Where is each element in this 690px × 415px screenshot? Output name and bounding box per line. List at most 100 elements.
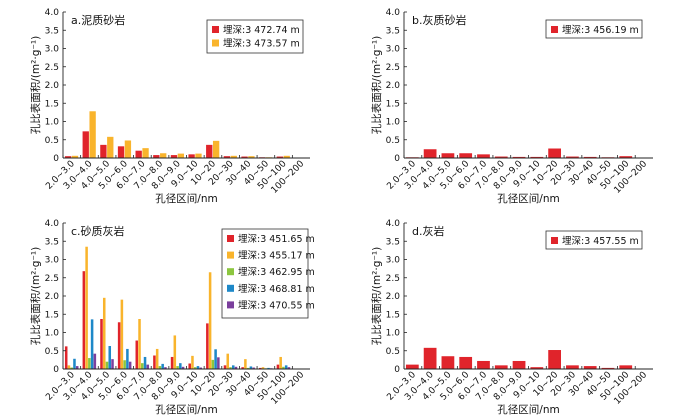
- x-axis-title: 孔径区间/nm: [155, 192, 217, 205]
- x-axis-title: 孔径区间/nm: [155, 403, 217, 415]
- bar: [208, 272, 212, 369]
- y-tick-label: 3.0: [386, 45, 401, 55]
- bar: [276, 364, 280, 369]
- bar: [158, 366, 162, 369]
- bar: [135, 150, 142, 158]
- bar: [64, 346, 68, 369]
- bar: [173, 335, 177, 369]
- y-tick-label: 2.5: [386, 63, 400, 73]
- y-tick-label: 4.0: [386, 8, 401, 18]
- bar: [82, 271, 86, 369]
- bar: [583, 156, 597, 158]
- bar: [459, 153, 473, 158]
- panel-b: 00.51.01.52.02.53.03.54.02.0~3.03.0~4.04…: [370, 8, 653, 205]
- legend-label: 埋深:3 451.65 m: [238, 234, 315, 245]
- panel-a: 00.51.01.52.02.53.03.54.02.0~3.03.0~4.04…: [29, 8, 310, 205]
- bar: [283, 155, 290, 158]
- bar: [196, 366, 200, 369]
- bar: [530, 156, 544, 158]
- y-axis-title: 孔比表面积/(m²·g⁻¹): [29, 247, 42, 345]
- bar: [141, 363, 144, 369]
- bar: [71, 155, 79, 158]
- bar: [90, 319, 94, 369]
- bar: [601, 367, 615, 369]
- y-tick-label: 1.0: [386, 329, 401, 339]
- bar: [70, 367, 73, 369]
- y-tick-label: 3.5: [45, 237, 59, 247]
- bar: [619, 156, 633, 158]
- y-tick-label: 0: [53, 365, 59, 375]
- bar: [279, 356, 282, 369]
- bar: [259, 367, 262, 369]
- bar: [441, 153, 455, 158]
- bar: [282, 366, 285, 369]
- bar: [64, 156, 72, 158]
- legend-box: [221, 228, 309, 319]
- y-tick-label: 3.0: [386, 256, 401, 266]
- y-tick-label: 0.5: [45, 136, 59, 146]
- bar: [105, 361, 109, 369]
- y-tick-label: 1.5: [386, 99, 400, 109]
- bar: [164, 367, 167, 369]
- legend-label: 埋深:3 473.57 m: [223, 39, 300, 50]
- bar: [566, 365, 579, 369]
- bar: [75, 366, 79, 369]
- bar: [170, 356, 174, 369]
- bar: [249, 366, 253, 369]
- bar: [107, 136, 114, 158]
- legend-swatch: [551, 237, 558, 244]
- y-axis-title: 孔比表面积/(m²·g⁻¹): [370, 247, 383, 345]
- bar: [181, 366, 185, 369]
- bar: [100, 144, 107, 158]
- bar: [195, 153, 202, 158]
- panel-title: a.泥质砂岩: [71, 13, 125, 27]
- legend-swatch: [227, 235, 234, 242]
- y-tick-label: 2.5: [45, 274, 59, 284]
- y-tick-label: 2.0: [386, 81, 401, 91]
- bar: [619, 365, 633, 369]
- bar: [120, 299, 124, 369]
- bar: [100, 319, 103, 369]
- y-tick-label: 0.5: [45, 347, 59, 357]
- panel-title: d.灰岩: [412, 224, 444, 238]
- y-tick-label: 1.0: [386, 118, 401, 128]
- bar: [188, 154, 195, 158]
- legend: 埋深:3 457.55 m: [545, 230, 643, 250]
- bar: [142, 148, 149, 158]
- bar: [241, 156, 248, 158]
- bar: [153, 355, 156, 369]
- legend-box: [206, 19, 304, 54]
- y-tick-label: 3.5: [386, 26, 400, 36]
- y-tick-label: 0: [394, 365, 400, 375]
- bar: [226, 353, 230, 369]
- bar: [512, 156, 526, 158]
- legend-label: 埋深:3 455.17 m: [238, 251, 315, 262]
- bar: [155, 348, 159, 369]
- bar: [423, 149, 437, 158]
- y-tick-label: 2.0: [386, 292, 401, 302]
- bar: [223, 365, 227, 369]
- bar: [477, 154, 490, 158]
- bar: [494, 156, 508, 158]
- bar: [229, 367, 232, 369]
- legend-swatch: [212, 26, 219, 33]
- bar: [193, 367, 197, 369]
- legend-label: 埋深:3 456.19 m: [562, 25, 639, 36]
- bar: [82, 131, 89, 158]
- legend-label: 埋深:3 457.55 m: [562, 236, 639, 247]
- legend-label: 埋深:3 468.81 m: [238, 284, 315, 295]
- bar: [441, 356, 455, 369]
- bar: [93, 353, 97, 369]
- y-axis-title: 孔比表面积/(m²·g⁻¹): [370, 36, 383, 134]
- y-tick-label: 4.0: [45, 219, 60, 229]
- bar: [423, 347, 437, 369]
- panel-c: 00.51.01.52.02.53.03.54.02.0~3.03.0~4.04…: [29, 219, 315, 415]
- bar: [241, 367, 244, 369]
- bar: [231, 365, 235, 369]
- bar: [477, 360, 490, 369]
- x-axis-title: 孔径区间/nm: [497, 192, 559, 205]
- bar: [566, 156, 579, 158]
- bar: [212, 140, 220, 158]
- bar: [160, 153, 167, 158]
- bar: [188, 363, 191, 369]
